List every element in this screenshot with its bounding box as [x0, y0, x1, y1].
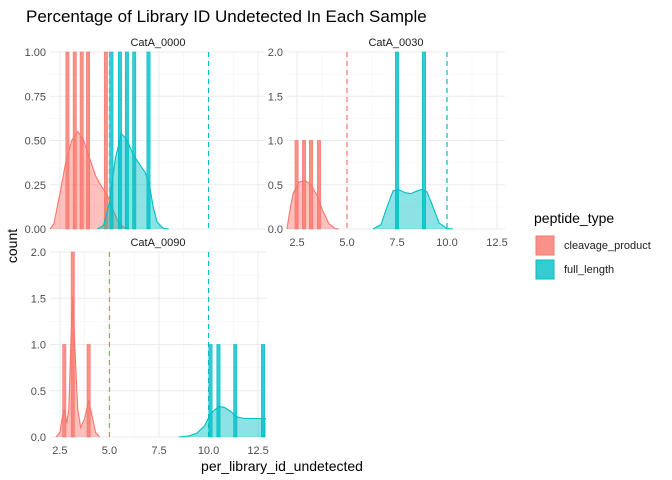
x-tick-label: 12.5	[486, 237, 507, 249]
legend-title: peptide_type	[534, 210, 614, 226]
histogram-bar-cleavage_product	[62, 344, 67, 438]
legend: peptide_type cleavage_product full_length	[534, 210, 651, 280]
y-tick-label: 0.50	[25, 136, 46, 148]
histogram-bar-cleavage_product	[79, 51, 84, 230]
histogram-bar-full_length	[208, 344, 213, 438]
histogram-bar-full_length	[422, 51, 426, 230]
histogram-bar-cleavage_product	[317, 140, 321, 230]
histogram-bar-cleavage_product	[103, 51, 108, 230]
histogram-bar-cleavage_product	[65, 51, 70, 230]
y-tick-label: 1.5	[268, 91, 283, 103]
y-tick-label: 1.5	[31, 293, 46, 305]
y-tick-label: 2.0	[31, 247, 46, 259]
legend-label-full_length: full_length	[564, 264, 614, 276]
density-line-full_length	[372, 188, 454, 230]
x-tick-label: 12.5	[247, 445, 268, 457]
y-tick-label: 0.5	[31, 386, 46, 398]
histogram-bar-cleavage_product	[302, 140, 306, 230]
facet-panel-CatA_0090: CatA_0090 0.0 0.5 1.0 1.5 2.0 2.5 5.0 7.5 10.0 12.…	[31, 237, 269, 457]
histogram-bar-full_length	[233, 344, 238, 438]
histogram-bar-full_length	[146, 51, 151, 230]
histogram-bar-full_length	[109, 51, 114, 230]
legend-label-cleavage_product: cleavage_product	[564, 240, 651, 252]
facet-panels: CatA_0000 0.00 0.25 0.50 0.75 1.00 CatA_0030 0.…	[25, 37, 508, 457]
x-axis-title: per_library_id_undetected	[201, 458, 363, 474]
facet-panel-CatA_0030: CatA_0030 0.0 0.5 1.0 1.5 2.0 2.5 5.0 7.5 10.0 12.…	[268, 37, 508, 249]
y-axis-title: count	[4, 229, 20, 263]
x-tick-label: 2.5	[52, 445, 67, 457]
histogram-bar-cleavage_product	[309, 140, 313, 230]
density-line-full_length	[178, 405, 266, 438]
x-tick-label: 7.5	[389, 237, 404, 249]
chart-title: Percentage of Library ID Undetected In E…	[26, 7, 427, 26]
y-tick-label: 0.0	[31, 432, 46, 444]
y-tick-label: 1.00	[25, 47, 46, 59]
x-tick-label: 7.5	[151, 445, 166, 457]
legend-key-cleavage_product	[535, 235, 555, 256]
facet-strip-label: CatA_0000	[130, 37, 185, 49]
x-tick-label: 10.0	[436, 237, 457, 249]
density-area-cleavage_product	[287, 180, 339, 229]
histogram-bar-cleavage_product	[86, 51, 91, 230]
histogram-bar-full_length	[118, 51, 122, 230]
y-tick-label: 2.0	[268, 47, 283, 59]
histogram-bar-full_length	[132, 51, 137, 230]
y-tick-label: 0.25	[25, 180, 46, 192]
histogram-bar-full_length	[395, 51, 399, 230]
histogram-bar-full_length	[216, 344, 221, 438]
y-tick-label: 1.0	[268, 136, 283, 148]
histogram-bar-full_length	[124, 51, 129, 230]
histogram-bar-cleavage_product	[72, 51, 77, 230]
facet-strip-label: CatA_0090	[130, 237, 185, 249]
density-area-full_length	[373, 189, 453, 229]
facet-panel-CatA_0000: CatA_0000 0.00 0.25 0.50 0.75 1.00	[25, 37, 266, 236]
density-area-full_length	[178, 406, 266, 437]
histogram-bar-cleavage_product	[294, 140, 299, 230]
histogram-bar-cleavage_product	[86, 344, 91, 438]
x-tick-label: 5.0	[339, 237, 354, 249]
y-tick-label: 0.75	[25, 91, 46, 103]
legend-key-full_length	[535, 259, 555, 280]
histogram-bar-full_length	[261, 344, 265, 438]
x-tick-label: 2.5	[289, 237, 304, 249]
x-tick-label: 5.0	[102, 445, 117, 457]
histogram-bar-cleavage_product	[70, 251, 75, 438]
y-tick-label: 1.0	[31, 340, 46, 352]
facet-strip-label: CatA_0030	[368, 37, 423, 49]
x-tick-label: 10.0	[198, 445, 219, 457]
y-tick-label: 0.0	[268, 224, 283, 236]
y-tick-label: 0.5	[268, 180, 283, 192]
y-tick-label: 0.00	[25, 224, 46, 236]
